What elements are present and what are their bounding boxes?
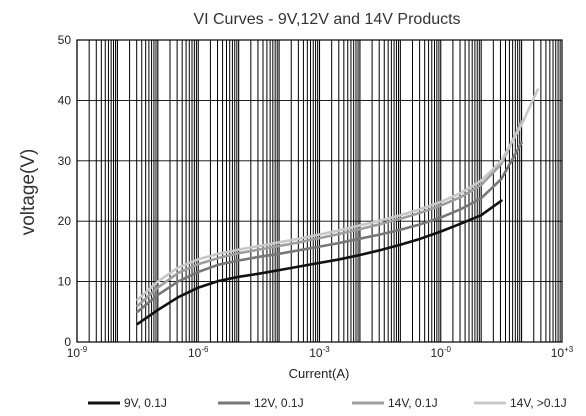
y-tick-label: 40 [58,93,72,107]
legend-label-3: 14V, 0.1J [388,396,438,410]
series-line-3 [136,120,523,308]
y-tick-label: 20 [58,214,72,228]
chart-grid [76,39,562,343]
x-axis-label: Current(A) [289,366,350,381]
series-line-1 [136,199,503,326]
series-line-4 [136,88,540,301]
series-line-2 [136,141,523,314]
y-tick-label: 50 [58,33,72,47]
chart-title: VI Curves - 9V,12V and 14V Products [193,11,460,28]
x-tick-label: 10-6 [188,345,209,360]
legend-label-4: 14V, >0.1J [510,396,567,410]
x-tick-label: 10-9 [67,345,88,360]
x-tick-label: 10+3 [551,345,574,360]
x-tick-labels: 10-9 10-6 10-3 10-0 10+3 [67,345,574,360]
series-layer [136,88,540,326]
y-tick-label: 30 [58,154,72,168]
y-tick-label: 10 [58,275,72,289]
x-tick-label: 10-0 [431,345,452,360]
y-tick-labels: 0 10 20 30 40 50 [58,33,72,349]
plot-frame [76,39,563,343]
legend-label-1: 9V, 0.1J [124,396,167,410]
y-tick-label: 0 [64,335,71,349]
legend-label-2: 12V, 0.1J [254,396,304,410]
x-tick-label: 10-3 [309,345,330,360]
y-axis-label: voltage(V) [18,149,39,236]
legend: 9V, 0.1J 12V, 0.1J 14V, 0.1J 14V, >0.1J [88,396,567,410]
